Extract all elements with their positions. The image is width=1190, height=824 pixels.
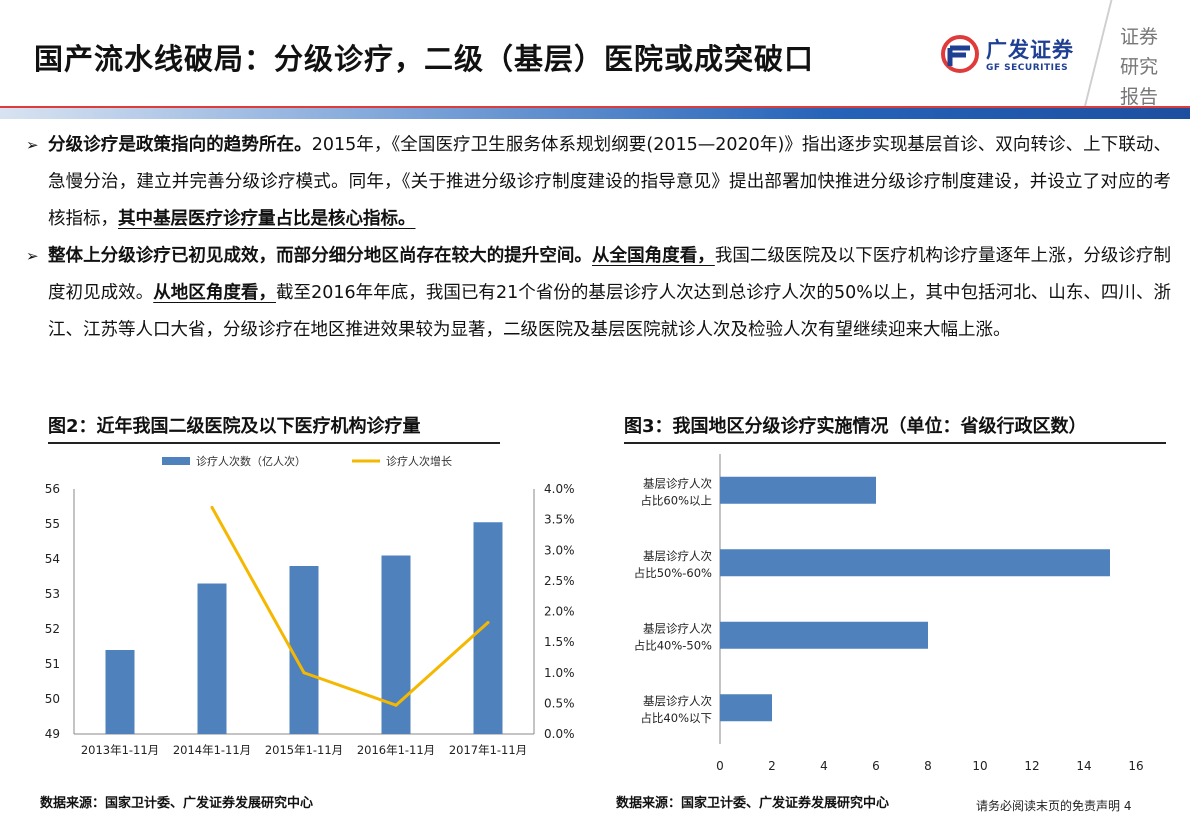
bullet-text: 截至2016年年底，我国已有21个省份的基层诊疗人次达到总诊疗人次的50%以上，… bbox=[48, 283, 1172, 340]
header-accent-line bbox=[0, 106, 1190, 109]
arrow-bullet-icon: ➢ bbox=[26, 136, 39, 154]
bullet-emphasis: 其中基层医疗诊疗量占比是核心指标。 bbox=[118, 209, 416, 229]
bar bbox=[720, 694, 772, 722]
bullet-emphasis: 从全国角度看， bbox=[591, 246, 715, 266]
y2-tick-label: 2.5% bbox=[544, 574, 575, 588]
bar bbox=[197, 583, 227, 734]
y2-tick-label: 1.0% bbox=[544, 666, 575, 680]
disclaimer-text: 请务必阅读末页的免责声明 bbox=[976, 799, 1121, 813]
y-tick-label: 51 bbox=[45, 657, 60, 671]
x-tick-label: 2 bbox=[768, 759, 776, 773]
bar bbox=[720, 621, 928, 649]
gf-logo-icon bbox=[941, 35, 979, 73]
y-tick-label: 基层诊疗人次 bbox=[643, 476, 712, 490]
logo-chinese-text: 广发证券 bbox=[986, 38, 1074, 62]
footer: 请务必阅读末页的免责声明 4 bbox=[976, 797, 1131, 814]
y-tick-label: 基层诊疗人次 bbox=[643, 621, 712, 635]
company-logo: 广发证券 GF SECURITIES bbox=[940, 32, 1080, 82]
stamp-line-1: 证券 bbox=[1119, 26, 1158, 48]
x-tick-label: 2014年1-11月 bbox=[173, 743, 251, 757]
bar bbox=[720, 476, 876, 504]
y-tick-label: 52 bbox=[45, 622, 60, 636]
y2-tick-label: 1.5% bbox=[544, 635, 575, 649]
x-tick-label: 2017年1-11月 bbox=[449, 743, 527, 757]
figure-3-chart: 0 2 4 6 8 10 12 14 16基层诊疗人次占比60%以上基层诊疗人次占比50%-60… bbox=[634, 454, 1144, 773]
y-tick-label: 占比60%以上 bbox=[640, 493, 712, 507]
arrow-bullet-icon: ➢ bbox=[26, 247, 39, 265]
line-point bbox=[210, 505, 214, 509]
x-tick-label: 14 bbox=[1076, 759, 1091, 773]
x-tick-label: 2016年1-11月 bbox=[357, 743, 435, 757]
bar bbox=[381, 555, 411, 734]
figure-3-source: 数据来源：国家卫计委、广发证券发展研究中心 bbox=[616, 796, 890, 811]
bullet-text: 我国二级医院及以下医疗机构诊疗量逐年上涨，分级诊疗制度初见成效。 bbox=[48, 246, 1172, 303]
figure-2-chart: 诊疗人次数（亿人次） 诊疗人次增长 49 50 51 52 53 54 55 56 0.0% 0.5%… bbox=[45, 454, 575, 757]
bar bbox=[105, 650, 135, 734]
y-tick-label: 55 bbox=[45, 517, 60, 531]
growth-line bbox=[210, 506, 490, 707]
x-tick-label: 12 bbox=[1024, 759, 1039, 773]
y-tick-label: 占比50%-60% bbox=[634, 566, 712, 580]
header-gradient-bar bbox=[0, 108, 1190, 119]
bar bbox=[720, 549, 1110, 577]
y-tick-label: 53 bbox=[45, 587, 60, 601]
report-stamp: 证券 研究 报告 bbox=[1110, 22, 1168, 112]
y-tick-label: 50 bbox=[45, 692, 60, 706]
y-tick-label: 基层诊疗人次 bbox=[643, 549, 712, 563]
figure-2-title: 图2：近年我国二级医院及以下医疗机构诊疗量 bbox=[48, 412, 500, 444]
figure-2-source: 数据来源：国家卫计委、广发证券发展研究中心 bbox=[40, 796, 314, 811]
bar bbox=[289, 566, 319, 734]
y-tick-label: 占比40%以下 bbox=[640, 711, 712, 725]
x-tick-label: 2015年1-11月 bbox=[265, 743, 343, 757]
bullet-emphasis: 从地区角度看， bbox=[153, 283, 277, 303]
y2-tick-label: 2.0% bbox=[544, 605, 575, 619]
bullet-heading: 分级诊疗是政策指向的趋势所在。 bbox=[48, 135, 312, 155]
bullet-paragraph: ➢ 分级诊疗是政策指向的趋势所在。2015年，《全国医疗卫生服务体系规划纲要(2… bbox=[26, 127, 1171, 238]
stamp-line-2: 研究 bbox=[1119, 56, 1158, 78]
y2-tick-label: 3.5% bbox=[544, 513, 575, 527]
x-tick-label: 2013年1-11月 bbox=[81, 743, 159, 757]
bullet-text: 2015年，《全国医疗卫生服务体系规划纲要(2015—2020年)》指出逐步实现… bbox=[48, 135, 1172, 229]
line-point bbox=[394, 703, 398, 707]
y-tick-label: 49 bbox=[45, 727, 60, 741]
x-tick-label: 10 bbox=[972, 759, 987, 773]
body-text: ➢ 分级诊疗是政策指向的趋势所在。2015年，《全国医疗卫生服务体系规划纲要(2… bbox=[26, 127, 1171, 349]
page-title: 国产流水线破局：分级诊疗，二级（基层）医院或成突破口 bbox=[34, 42, 815, 76]
stamp-divider bbox=[1081, 0, 1113, 116]
logo-english-text: GF SECURITIES bbox=[986, 63, 1069, 73]
x-tick-label: 0 bbox=[716, 759, 724, 773]
x-tick-label: 6 bbox=[872, 759, 880, 773]
x-tick-label: 8 bbox=[924, 759, 932, 773]
y-tick-label: 占比40%-50% bbox=[634, 638, 712, 652]
bullet-paragraph: ➢ 整体上分级诊疗已初见成效，而部分细分地区尚存在较大的提升空间。从全国角度看，… bbox=[26, 238, 1171, 349]
legend-label-bar: 诊疗人次数（亿人次） bbox=[196, 454, 306, 468]
y2-tick-label: 4.0% bbox=[544, 482, 575, 496]
stamp-line-3: 报告 bbox=[1119, 86, 1158, 108]
y2-tick-label: 3.0% bbox=[544, 543, 575, 557]
y-tick-label: 56 bbox=[45, 482, 60, 496]
bullet-heading: 整体上分级诊疗已初见成效，而部分细分地区尚存在较大的提升空间。 bbox=[48, 246, 592, 266]
figure-3-title: 图3：我国地区分级诊疗实施情况（单位：省级行政区数） bbox=[624, 412, 1166, 444]
chart-legend: 诊疗人次数（亿人次） 诊疗人次增长 bbox=[162, 454, 452, 468]
legend-label-line: 诊疗人次增长 bbox=[386, 454, 452, 468]
bar bbox=[473, 522, 503, 734]
y2-tick-label: 0.0% bbox=[544, 727, 575, 741]
line-point bbox=[302, 671, 306, 675]
line-point bbox=[486, 621, 490, 625]
y-tick-label: 54 bbox=[45, 552, 60, 566]
page-number: 4 bbox=[1123, 799, 1132, 813]
y-tick-label: 基层诊疗人次 bbox=[643, 694, 712, 708]
x-tick-label: 16 bbox=[1128, 759, 1143, 773]
y2-tick-label: 0.5% bbox=[544, 696, 575, 710]
legend-swatch-bar bbox=[162, 457, 190, 465]
x-tick-label: 4 bbox=[820, 759, 828, 773]
